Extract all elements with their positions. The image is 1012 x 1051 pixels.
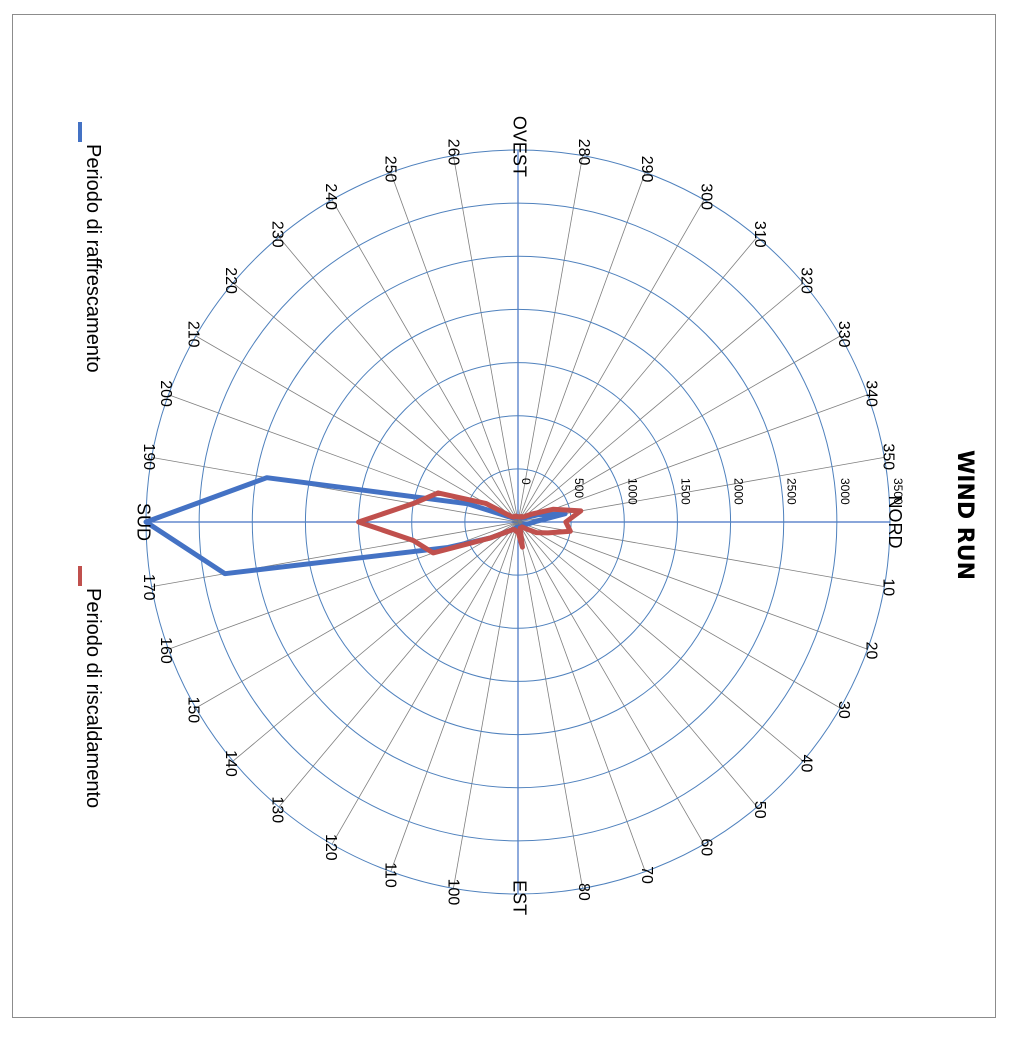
spoke-line xyxy=(517,521,758,808)
angle-label: 140 xyxy=(222,750,239,777)
spoke-line xyxy=(195,335,519,523)
spoke-line xyxy=(453,521,519,889)
ring-circle xyxy=(304,308,732,736)
spoke-line xyxy=(517,282,804,523)
angle-label: 50 xyxy=(751,801,768,819)
spoke-line xyxy=(331,521,519,845)
angle-label: 280 xyxy=(575,139,592,166)
spoke-line xyxy=(331,199,519,523)
series-layer xyxy=(143,475,584,577)
radar-grid xyxy=(145,149,891,895)
angle-label: 40 xyxy=(798,755,815,773)
angle-label: 170 xyxy=(140,574,157,601)
legend-label: Periodo di raffrescamento xyxy=(82,144,104,373)
ring-circle xyxy=(198,202,838,842)
spoke-line xyxy=(517,521,868,650)
angle-label: 330 xyxy=(835,321,852,348)
spoke-line xyxy=(195,521,519,709)
ring-labels: 0 500 1000 1500 2000 2500 3000 3500 xyxy=(519,478,905,505)
angle-label: 250 xyxy=(381,156,398,183)
angle-label: 300 xyxy=(698,183,715,210)
spoke-line xyxy=(517,521,885,587)
chart-frame xyxy=(12,14,996,1018)
angle-label: 110 xyxy=(381,862,398,888)
ring-tick-label: 2500 xyxy=(785,478,799,505)
spoke-line xyxy=(517,521,646,872)
chart-title: WIND RUN xyxy=(952,450,977,580)
spoke-line xyxy=(232,282,519,523)
angle-label: 30 xyxy=(835,701,852,719)
spoke-line xyxy=(232,521,519,762)
angle-labels: NORD 10 20 30 40 50 60 70 80 EST 100 110 120 130 140 15… xyxy=(134,116,905,915)
angle-label: 100 xyxy=(445,879,462,906)
angle-label: 340 xyxy=(863,380,880,407)
angle-label: 120 xyxy=(322,834,339,861)
ring-tick-label: 1000 xyxy=(625,478,639,505)
angle-label: 80 xyxy=(575,883,592,901)
angle-label: 230 xyxy=(268,221,285,248)
spoke-line xyxy=(517,521,841,709)
ring-tick-label: 0 xyxy=(519,478,533,485)
angle-label: 150 xyxy=(184,696,201,723)
legend: Periodo di raffrescamento Periodo di risc… xyxy=(78,122,104,808)
series-line-riscaldamento xyxy=(356,490,584,556)
spoke-line xyxy=(517,394,868,523)
spoke-line xyxy=(517,521,804,762)
spoke-line xyxy=(517,199,705,523)
spoke-line xyxy=(151,521,519,587)
ring-circle xyxy=(411,415,625,629)
angle-label: 350 xyxy=(880,443,897,470)
ring-circle xyxy=(251,255,785,789)
ring-tick-label: 2000 xyxy=(732,478,746,505)
angle-label: 290 xyxy=(638,156,655,183)
ring-tick-label: 3500 xyxy=(891,478,905,505)
spoke-line xyxy=(517,335,841,523)
spoke-line xyxy=(390,521,519,872)
ring-circle xyxy=(464,468,572,576)
angle-label: 70 xyxy=(638,866,655,884)
angle-label: 320 xyxy=(798,267,815,294)
angle-label: 200 xyxy=(157,380,174,407)
spoke-line xyxy=(390,172,519,523)
angle-label: 20 xyxy=(863,642,880,660)
ring-tick-label: 500 xyxy=(572,478,586,498)
angle-label: 160 xyxy=(157,637,174,664)
spoke-line xyxy=(278,236,519,523)
angle-label: 240 xyxy=(322,183,339,210)
angle-label: 130 xyxy=(268,796,285,823)
angle-label: 220 xyxy=(222,267,239,294)
spoke-line xyxy=(517,155,583,523)
angle-label: 10 xyxy=(880,578,897,596)
direction-label: OVEST xyxy=(509,116,529,177)
legend-label: Periodo di riscaldamento xyxy=(82,588,104,808)
ring-tick-label: 1500 xyxy=(678,478,692,505)
angle-label: 310 xyxy=(751,221,768,248)
spoke-line xyxy=(453,155,519,523)
spoke-line xyxy=(151,457,519,523)
ring-tick-label: 3000 xyxy=(838,478,852,505)
spoke-line xyxy=(517,172,646,523)
spoke-line xyxy=(517,521,705,845)
direction-label: SUD xyxy=(134,503,154,541)
spoke-line xyxy=(278,521,519,808)
angle-label: 260 xyxy=(445,139,462,166)
angle-label: 210 xyxy=(184,321,201,348)
direction-label: NORD xyxy=(885,496,905,549)
angle-label: 60 xyxy=(698,838,715,856)
angle-label: 190 xyxy=(140,443,157,470)
spoke-line xyxy=(517,521,583,889)
spoke-line xyxy=(517,236,758,523)
series-line-raffrescamento xyxy=(143,475,568,577)
direction-label: EST xyxy=(509,880,529,915)
